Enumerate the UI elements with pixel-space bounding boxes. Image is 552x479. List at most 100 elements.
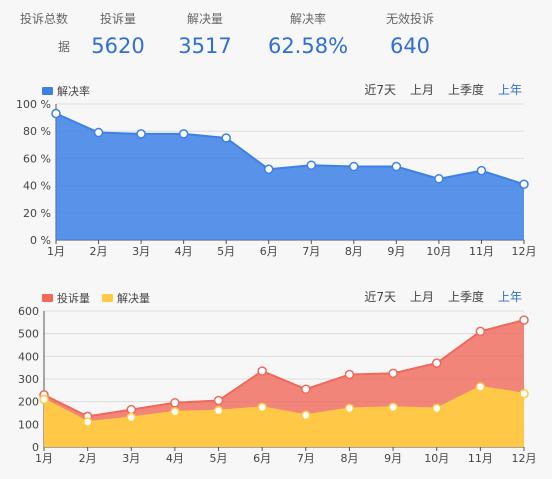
data-point (306, 160, 317, 170)
stat-label-complaints: 投诉量 (99, 12, 136, 26)
resolution-rate-chart: 0 % 20 % 40 % 60 % 80 % 100 % 1月 2月 3月 4月 5月 6月 7月 8月… (16, 98, 537, 258)
complaints-panel: 投诉量 解决量 近7天 上月 上季度 上年 (0, 287, 552, 477)
y-tick-label: 500 (18, 328, 39, 341)
y-tick-label: 600 (18, 305, 39, 318)
data-point (388, 402, 398, 413)
legend-label: 解决量 (117, 292, 150, 305)
legend-label: 解决率 (57, 85, 90, 98)
data-point (263, 164, 274, 175)
y-tick-label: 100 % (16, 98, 51, 111)
range-tab-last-quarter[interactable]: 上季度 (447, 83, 484, 97)
y-tick-label: 40 % (23, 180, 51, 193)
data-point (126, 404, 137, 415)
data-point (519, 315, 529, 325)
y-tick-label: 300 (18, 373, 39, 386)
resolution-rate-panel: 解决率 近7天 上月 上季度 上年 (0, 78, 552, 268)
x-tick-label: 10月 (424, 452, 449, 465)
x-tick-label: 9月 (384, 452, 402, 465)
legend-item-complaints[interactable]: 投诉量 (42, 290, 90, 306)
x-tick-label: 3月 (132, 245, 150, 258)
legend-swatch (102, 294, 113, 302)
legend-label: 投诉量 (57, 292, 90, 305)
data-point (51, 108, 61, 119)
data-point (257, 366, 267, 376)
series-area (44, 386, 524, 447)
x-tick-label: 12月 (512, 245, 537, 258)
x-tick-label: 9月 (387, 245, 405, 258)
summary-title-line1: 投诉总数 (20, 12, 69, 26)
x-tick-label: 1月 (47, 245, 65, 258)
data-point (519, 388, 529, 399)
x-tick-label: 5月 (210, 452, 228, 465)
summary-stats: 投诉总数 据 投诉量 5620 解决量 3517 解决率 62.58% 无效投诉… (0, 0, 552, 70)
data-point (93, 127, 104, 138)
range-tab-last-year[interactable]: 上年 (497, 83, 522, 97)
legend-item-resolved[interactable]: 解决量 (102, 290, 150, 306)
data-point (388, 368, 398, 379)
range-tab-last-quarter[interactable]: 上季度 (447, 290, 484, 304)
chart2-legend: 投诉量 解决量 (42, 290, 162, 306)
data-point (301, 410, 311, 421)
x-tick-label: 2月 (90, 245, 108, 258)
stat-label-rate: 解决率 (289, 12, 326, 26)
data-point (82, 417, 93, 427)
data-point (431, 358, 442, 368)
y-tick-label: 0 (32, 441, 39, 454)
series-line (43, 385, 525, 424)
legend-swatch (42, 294, 53, 302)
data-point (170, 407, 180, 417)
stat-value-rate: 62.58% (267, 34, 349, 58)
legend-swatch (42, 87, 53, 95)
range-tab-7days[interactable]: 近7天 (364, 83, 396, 97)
x-tick-label: 12月 (512, 452, 537, 465)
x-tick-label: 4月 (175, 245, 193, 258)
data-point (475, 326, 486, 337)
data-point (178, 129, 189, 139)
data-point (431, 403, 442, 414)
x-tick-label: 4月 (166, 452, 184, 465)
x-tick-label: 8月 (345, 245, 363, 258)
summary-title-line2: 据 (58, 40, 71, 54)
stat-value-complaints: 5620 (91, 34, 145, 58)
chart1-legend: 解决率 (42, 83, 102, 99)
data-point (476, 165, 487, 176)
range-tab-last-year[interactable]: 上年 (497, 290, 522, 304)
x-tick-label: 11月 (468, 452, 493, 465)
data-point (344, 369, 355, 380)
y-tick-label: 400 (18, 350, 39, 363)
chart1-range-tabs: 近7天 上月 上季度 上年 (350, 81, 522, 98)
stat-value-invalid: 640 (389, 34, 431, 58)
range-tab-last-month[interactable]: 上月 (409, 83, 434, 97)
data-point (434, 174, 444, 184)
data-point (475, 382, 486, 392)
x-tick-label: 7月 (302, 245, 320, 258)
y-tick-label: 200 (18, 396, 39, 409)
data-point (136, 129, 146, 139)
y-tick-label: 0 % (30, 234, 51, 247)
data-point (391, 161, 402, 172)
data-point (349, 161, 359, 172)
chart2-range-tabs: 近7天 上月 上季度 上年 (350, 288, 522, 305)
series-line (55, 112, 525, 186)
x-tick-label: 6月 (260, 245, 278, 258)
x-tick-label: 5月 (217, 245, 235, 258)
range-tab-last-month[interactable]: 上月 (409, 290, 434, 304)
x-tick-label: 3月 (122, 452, 140, 465)
data-point (257, 402, 267, 413)
x-tick-label: 1月 (35, 452, 53, 465)
data-point (519, 179, 529, 189)
y-tick-label: 100 (18, 418, 39, 431)
x-tick-label: 11月 (469, 245, 494, 258)
data-point (170, 398, 180, 408)
x-tick-label: 10月 (426, 245, 451, 258)
series-line (43, 319, 525, 418)
x-tick-label: 2月 (79, 452, 97, 465)
data-point (39, 394, 49, 405)
range-tab-7days[interactable]: 近7天 (364, 290, 396, 304)
data-point (221, 133, 231, 143)
stat-value-resolved: 3517 (178, 34, 232, 58)
data-point (301, 384, 311, 394)
legend-item-resolution-rate[interactable]: 解决率 (42, 83, 90, 99)
data-point (126, 412, 137, 423)
data-point (344, 403, 355, 414)
